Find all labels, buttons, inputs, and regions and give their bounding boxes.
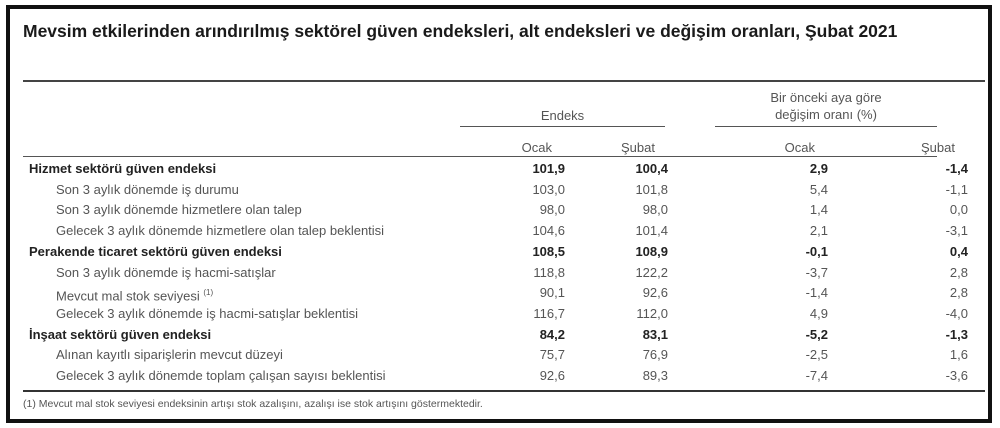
header-change-line2: değişim oranı (%)	[775, 107, 877, 122]
cell-value: -7,4	[805, 368, 828, 383]
table-row: Gelecek 3 aylık dönemde iş hacmi-satışla…	[23, 304, 973, 325]
cell-value: 2,8	[949, 285, 968, 301]
row-label: Alınan kayıtlı siparişlerin mevcut düzey…	[56, 345, 283, 366]
cell-value: 118,8	[533, 264, 565, 280]
row-label-text: Mevcut mal stok seviyesi	[56, 288, 200, 304]
row-label-text: Hizmet sektörü güven endeksi	[29, 161, 217, 176]
cell-value: 101,8	[635, 181, 668, 197]
row-label: İnşaat sektörü güven endeksi	[29, 325, 211, 346]
header-change-line1: Bir önceki aya göre	[770, 90, 882, 105]
cell-value: 116,7	[533, 305, 565, 321]
document-frame: Mevsim etkilerinden arındırılmış sektöre…	[6, 5, 992, 423]
cell-value: -2,5	[805, 347, 828, 363]
header-col-ocak: Ocak	[521, 140, 552, 155]
cell-value: 92,6	[539, 368, 565, 383]
cell-value: 103,0	[532, 181, 565, 197]
cell-value: 89,3	[642, 368, 668, 383]
cell-value: 101,9	[532, 161, 565, 176]
cell-value: 92,6	[642, 285, 668, 301]
row-label: Hizmet sektörü güven endeksi	[29, 159, 216, 180]
cell-value: 104,6	[532, 223, 565, 239]
row-label: Perakende ticaret sektörü güven endeksi	[29, 242, 282, 263]
cell-value: 100,4	[635, 161, 668, 176]
cell-value: 108,5	[532, 243, 565, 259]
cell-value: 98,0	[642, 202, 668, 218]
divider	[23, 156, 937, 157]
row-label-text: Gelecek 3 aylık dönemde toplam çalışan s…	[56, 368, 386, 383]
cell-value: -3,6	[945, 368, 968, 383]
cell-value: 1,6	[949, 347, 968, 363]
cell-value: 83,1	[642, 326, 668, 342]
cell-value: 2,8	[949, 264, 968, 280]
header-col-ocak-change: Ocak	[784, 140, 815, 155]
cell-value: 98,0	[539, 202, 565, 218]
cell-value: -0,1	[805, 243, 828, 259]
cell-value: -4,0	[945, 305, 968, 321]
cell-value: 122,2	[635, 264, 668, 280]
row-label-text: İnşaat sektörü güven endeksi	[29, 326, 212, 342]
divider	[23, 80, 985, 82]
row-label: Gelecek 3 aylık dönemde hizmetlere olan …	[56, 221, 384, 242]
cell-value: -1,3	[945, 326, 968, 342]
table-row: Mevcut mal stok seviyesi (1) 90,1 92,6 -1,4…	[23, 283, 973, 304]
row-label: Son 3 aylık dönemde iş hacmi-satışlar	[56, 263, 276, 284]
table-row: Perakende ticaret sektörü güven endeksi 1…	[23, 242, 973, 263]
cell-value: 0,0	[949, 202, 968, 218]
row-label-text: Gelecek 3 aylık dönemde hizmetlere olan …	[56, 223, 385, 239]
table-row: Hizmet sektörü güven endeksi 101,9 100,4 2,…	[23, 159, 973, 180]
cell-value: 0,4	[949, 243, 968, 259]
divider	[23, 390, 985, 392]
cell-value: -5,2	[805, 326, 828, 342]
cell-value: 108,9	[635, 243, 668, 259]
row-label-text: Gelecek 3 aylık dönemde iş hacmi-satışla…	[56, 305, 359, 321]
row-label: Gelecek 3 aylık dönemde iş hacmi-satışla…	[56, 304, 358, 325]
table-row: Son 3 aylık dönemde iş hacmi-satışlar 118…	[23, 263, 973, 284]
row-label-text: Son 3 aylık dönemde iş hacmi-satışlar	[56, 264, 276, 280]
row-label: Mevcut mal stok seviyesi (1)	[56, 283, 213, 307]
cell-value: 2,1	[809, 223, 828, 239]
table-row: İnşaat sektörü güven endeksi 84,2 83,1 -5,2…	[23, 325, 973, 346]
cell-value: 1,4	[809, 202, 828, 218]
cell-value: -3,7	[805, 264, 828, 280]
header-endeks: Endeks	[540, 108, 585, 123]
row-label-text: Son 3 aylık dönemde iş durumu	[56, 181, 239, 197]
cell-value: 112,0	[636, 305, 668, 321]
divider	[715, 126, 937, 127]
table-row: Gelecek 3 aylık dönemde toplam çalışan s…	[23, 366, 973, 387]
header-col-subat: Şubat	[621, 140, 655, 155]
row-label-text: Son 3 aylık dönemde hizmetlere olan tale…	[56, 202, 302, 218]
table-row: Alınan kayıtlı siparişlerin mevcut düzey…	[23, 345, 973, 366]
table-row: Gelecek 3 aylık dönemde hizmetlere olan …	[23, 221, 973, 242]
divider	[460, 126, 665, 127]
row-label: Gelecek 3 aylık dönemde toplam çalışan s…	[56, 366, 386, 387]
row-label: Son 3 aylık dönemde iş durumu	[56, 180, 239, 201]
table-row: Son 3 aylık dönemde iş durumu 103,0 101,8 5…	[23, 180, 973, 201]
cell-value: 101,4	[635, 223, 668, 239]
table-title: Mevsim etkilerinden arındırılmış sektöre…	[23, 21, 898, 41]
cell-value: 5,4	[809, 181, 828, 197]
row-label: Son 3 aylık dönemde hizmetlere olan tale…	[56, 200, 302, 221]
cell-value: -1,1	[945, 181, 968, 197]
footnote-ref: (1)	[203, 288, 214, 298]
footnote: (1) Mevcut mal stok seviyesi endeksinin …	[23, 398, 483, 410]
cell-value: -3,1	[945, 223, 968, 239]
cell-value: 4,9	[809, 305, 828, 321]
cell-value: 75,7	[539, 347, 565, 363]
cell-value: -1,4	[805, 285, 828, 301]
row-label-text: Alınan kayıtlı siparişlerin mevcut düzey…	[56, 347, 283, 363]
cell-value: 84,2	[539, 326, 565, 342]
cell-value: 76,9	[642, 347, 668, 363]
row-label-text: Perakende ticaret sektörü güven endeksi	[29, 243, 282, 259]
cell-value: -1,4	[945, 161, 968, 176]
table-row: Son 3 aylık dönemde hizmetlere olan tale…	[23, 200, 973, 221]
cell-value: 2,9	[809, 161, 828, 176]
header-col-subat-change: Şubat	[921, 140, 955, 155]
cell-value: 90,1	[539, 285, 565, 301]
